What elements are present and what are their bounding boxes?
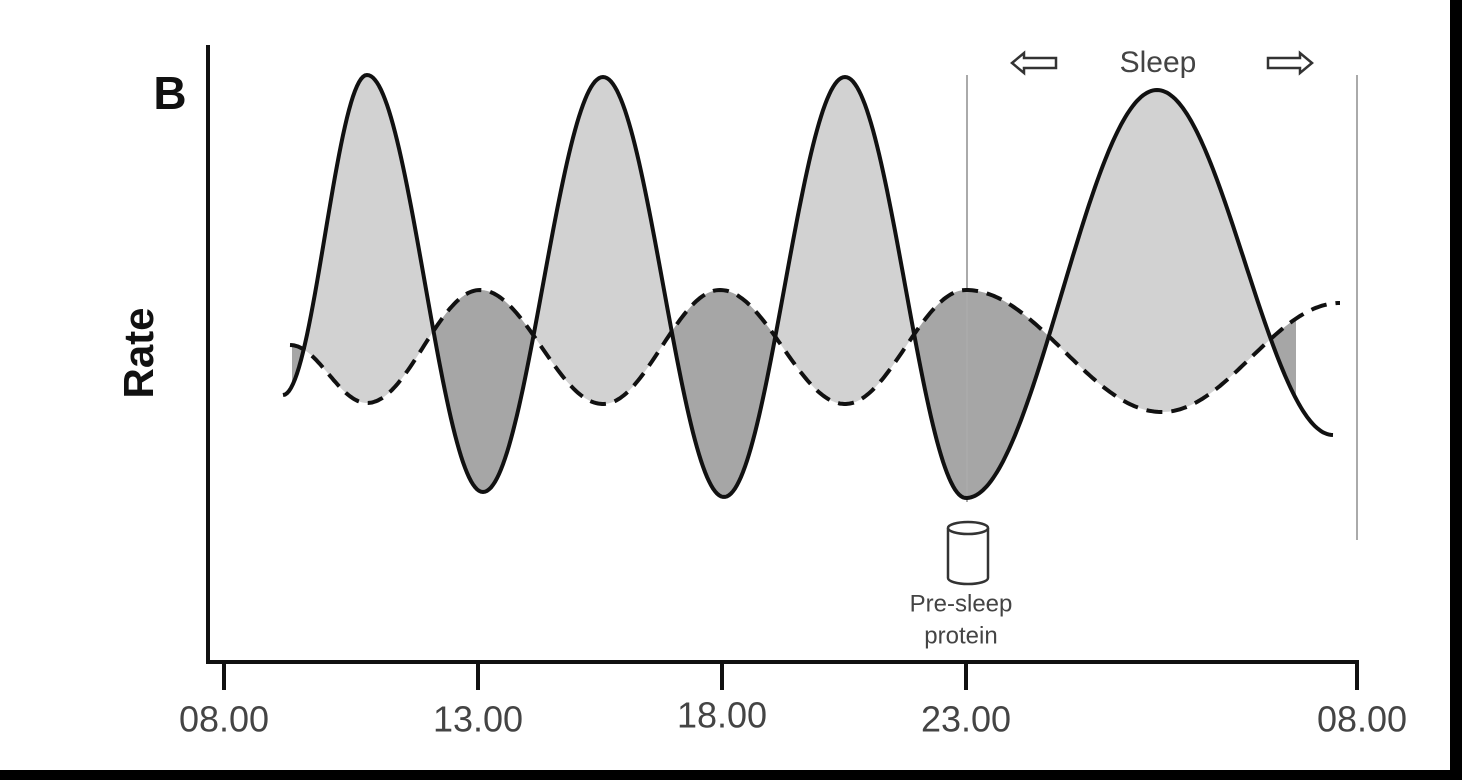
annotation-text: protein bbox=[924, 622, 997, 649]
x-tick-label: 23.00 bbox=[921, 699, 1011, 740]
annotation-text: Pre-sleep bbox=[910, 590, 1013, 617]
panel-label: B bbox=[153, 67, 186, 119]
cylinder-top bbox=[946, 520, 990, 536]
x-tick-label: 08.00 bbox=[179, 699, 269, 740]
x-tick-label: 13.00 bbox=[433, 699, 523, 740]
x-tick-label: 08.00 bbox=[1317, 699, 1407, 740]
axes bbox=[206, 45, 1359, 690]
breakdown-area bbox=[1271, 318, 1296, 399]
protein-icon bbox=[946, 520, 990, 586]
synthesis-area bbox=[1049, 90, 1271, 412]
y-axis-label: Rate bbox=[115, 307, 162, 398]
synthesis-curve bbox=[282, 72, 1334, 501]
synthesis-area bbox=[304, 75, 434, 403]
border bbox=[0, 770, 1462, 780]
breakdown-area bbox=[915, 290, 1049, 498]
border bbox=[1450, 0, 1462, 780]
x-tick-label: 18.00 bbox=[677, 695, 767, 736]
cylinder-body bbox=[946, 528, 990, 586]
right-arrow bbox=[1266, 50, 1314, 76]
sleep-label: Sleep bbox=[1120, 46, 1197, 79]
x-ticks bbox=[222, 662, 968, 690]
left-arrow bbox=[1010, 50, 1058, 76]
